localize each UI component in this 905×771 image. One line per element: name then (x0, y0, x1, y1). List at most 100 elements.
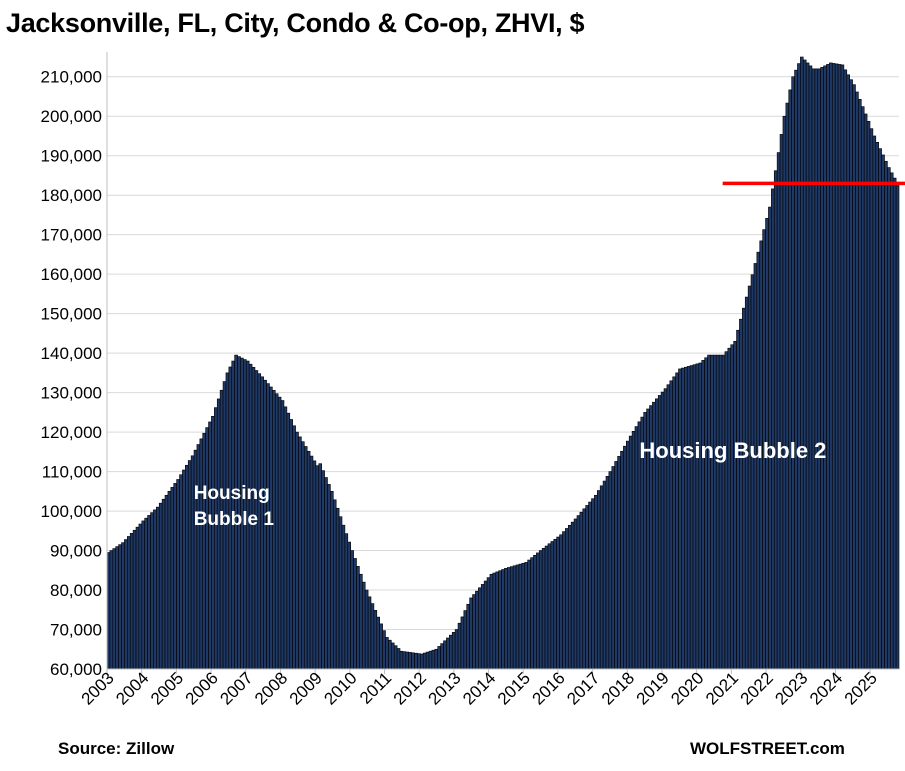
bar (849, 79, 853, 670)
bar (414, 652, 418, 670)
bar (692, 364, 697, 670)
bar (811, 68, 816, 670)
y-tick-label: 80,000 (50, 581, 102, 600)
bar (469, 597, 473, 670)
bar (124, 539, 128, 670)
y-tick-label: 160,000 (41, 265, 102, 284)
bar (805, 62, 810, 670)
bar (684, 366, 688, 670)
bar (187, 460, 192, 670)
bar (292, 425, 296, 670)
bar (866, 121, 871, 670)
bar (156, 506, 160, 670)
bar (417, 653, 421, 670)
bar (689, 365, 694, 670)
bar (408, 652, 412, 670)
bar (715, 354, 720, 670)
bar (530, 557, 534, 670)
bar (698, 362, 703, 670)
bar (562, 531, 566, 670)
bar (129, 533, 134, 670)
bar (466, 603, 470, 670)
bar (420, 653, 424, 670)
bar (109, 550, 114, 670)
bar (202, 432, 206, 670)
bar (707, 354, 711, 670)
bar (727, 347, 732, 670)
bar (889, 172, 894, 670)
bar (794, 69, 798, 670)
bar (463, 610, 468, 670)
y-tick-label: 70,000 (50, 621, 102, 640)
bar (681, 367, 685, 670)
bar (782, 115, 787, 670)
bar (402, 651, 407, 670)
bar (295, 431, 299, 670)
bar (820, 67, 824, 670)
annotation-line: Housing Bubble 2 (639, 438, 826, 463)
bar (208, 421, 212, 670)
bar (829, 62, 833, 670)
bar (579, 511, 584, 670)
bar (533, 554, 537, 670)
bar (350, 550, 354, 670)
bar (475, 590, 479, 670)
bar (527, 559, 531, 670)
bar (153, 509, 157, 670)
bar (318, 463, 322, 670)
bar (823, 65, 827, 670)
bar (454, 629, 459, 670)
bar (724, 351, 729, 670)
bar (611, 466, 615, 670)
bar (826, 64, 830, 670)
bar (550, 541, 555, 670)
bar (747, 285, 752, 670)
bar (591, 498, 595, 670)
bar (872, 135, 877, 670)
y-tick-label: 150,000 (41, 305, 102, 324)
bar (797, 63, 801, 670)
bar (182, 469, 186, 670)
bar (594, 494, 598, 670)
bar (875, 141, 879, 670)
bar (164, 494, 169, 670)
y-tick-label: 170,000 (41, 226, 102, 245)
bar (480, 584, 485, 670)
bar (744, 296, 749, 670)
chart-title: Jacksonville, FL, City, Condo & Co-op, Z… (6, 8, 585, 38)
bar (515, 564, 520, 670)
bar (301, 441, 305, 670)
brand-label: WOLFSTREET.com (690, 739, 845, 758)
bar (388, 639, 392, 670)
bar (277, 396, 282, 670)
bar (524, 562, 528, 670)
bar (472, 594, 476, 670)
bar (863, 113, 868, 670)
bar (489, 573, 494, 670)
bar (498, 570, 502, 670)
bar (449, 634, 453, 670)
bar (332, 499, 337, 670)
bar (286, 412, 291, 670)
bar (283, 406, 288, 670)
bar (492, 572, 497, 670)
bar (585, 505, 589, 670)
bar (710, 354, 714, 670)
bar (167, 491, 172, 670)
bar (733, 340, 737, 670)
bar (391, 642, 395, 670)
x-tick-label: 2020 (667, 668, 707, 708)
bar (298, 436, 302, 670)
x-tick-label: 2017 (563, 668, 603, 708)
bar (115, 546, 119, 670)
bar (344, 533, 349, 670)
bar (556, 536, 560, 670)
bar (132, 529, 137, 670)
bar (507, 567, 511, 670)
bar (666, 384, 671, 670)
bar (158, 502, 163, 670)
bar (205, 427, 209, 670)
bar (663, 388, 668, 670)
bar (536, 552, 540, 670)
